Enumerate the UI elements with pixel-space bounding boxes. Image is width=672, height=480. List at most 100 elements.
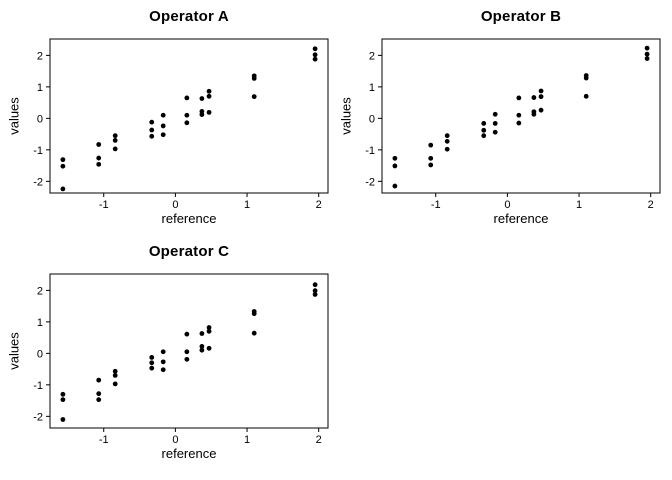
- panel-title: Operator B: [480, 8, 562, 25]
- panel-title: Operator A: [149, 8, 229, 25]
- x-axis-label: reference: [161, 211, 217, 226]
- y-tick-label: 1: [37, 82, 43, 94]
- x-tick-label: -1: [99, 199, 109, 211]
- data-point: [492, 129, 498, 135]
- data-point: [96, 397, 102, 403]
- data-point: [96, 142, 102, 147]
- x-axis-label: reference: [493, 211, 549, 226]
- x-tick-label: -1: [99, 434, 109, 446]
- data-point: [444, 138, 450, 144]
- data-point: [112, 368, 118, 374]
- y-tick-label: -2: [33, 176, 43, 188]
- data-point: [428, 162, 434, 168]
- data-point: [184, 331, 190, 337]
- x-tick-label: 0: [504, 199, 510, 211]
- x-tick-label: 1: [244, 199, 250, 211]
- y-tick-label: 0: [37, 113, 43, 125]
- data-point: [206, 325, 212, 330]
- data-point: [492, 121, 498, 126]
- data-point: [184, 95, 190, 101]
- data-point: [312, 46, 318, 52]
- data-point: [199, 112, 205, 117]
- y-tick-label: -1: [33, 380, 43, 392]
- y-tick-label: -1: [33, 145, 43, 157]
- data-point: [428, 155, 434, 161]
- data-point: [184, 112, 190, 118]
- data-point: [538, 94, 544, 100]
- x-axis-label: reference: [161, 446, 217, 461]
- y-tick-label: 2: [369, 50, 375, 62]
- plot-border: [49, 38, 329, 194]
- data-point: [112, 138, 118, 143]
- plot-border: [49, 273, 329, 429]
- data-point: [160, 359, 166, 365]
- data-point: [492, 111, 498, 117]
- x-tick-label: 0: [172, 434, 178, 446]
- y-tick-label: 0: [369, 113, 375, 125]
- data-point: [531, 111, 537, 117]
- x-tick-label: 2: [316, 434, 322, 446]
- data-point: [312, 56, 318, 62]
- x-tick-label: 1: [244, 434, 250, 446]
- y-tick-label: 2: [37, 285, 43, 297]
- data-point: [149, 365, 155, 371]
- data-point: [112, 146, 118, 152]
- data-point: [199, 344, 205, 349]
- y-tick-label: -2: [365, 176, 375, 188]
- data-point: [312, 282, 318, 288]
- data-point: [516, 120, 522, 126]
- data-point: [206, 88, 212, 94]
- data-point: [96, 391, 102, 397]
- data-point: [60, 163, 66, 169]
- data-point: [199, 96, 205, 101]
- data-point: [481, 133, 487, 139]
- y-tick-label: -1: [365, 145, 375, 157]
- data-point: [112, 133, 118, 139]
- data-point: [60, 417, 66, 422]
- data-point: [184, 356, 190, 362]
- data-point: [206, 328, 212, 334]
- data-point: [392, 183, 398, 189]
- data-point: [251, 330, 257, 336]
- data-point: [60, 186, 66, 192]
- data-point: [160, 367, 166, 373]
- data-point: [392, 155, 398, 161]
- y-tick-label: 2: [37, 50, 43, 62]
- data-point: [60, 391, 66, 397]
- panel-title: Operator C: [148, 243, 230, 260]
- x-tick-label: 0: [172, 199, 178, 211]
- data-point: [312, 52, 318, 58]
- panel-operator-b: Operator B values -1 0 1 2 -2 -1 0 1 2 reference: [332, 0, 668, 240]
- data-point: [149, 355, 155, 360]
- data-point: [112, 373, 118, 378]
- data-point: [444, 133, 450, 139]
- data-point: [206, 93, 212, 99]
- data-point: [583, 75, 589, 81]
- data-point: [251, 311, 257, 317]
- data-point: [312, 292, 318, 297]
- data-point: [149, 133, 155, 139]
- data-point: [428, 142, 434, 148]
- data-point: [481, 127, 487, 133]
- data-point: [516, 95, 522, 101]
- y-tick-label: 1: [37, 317, 43, 329]
- x-tick-label: 2: [648, 199, 654, 211]
- x-tick-label: 1: [576, 199, 582, 211]
- data-point: [206, 109, 212, 115]
- x-tick-label: 2: [316, 199, 322, 211]
- data-point: [199, 347, 205, 353]
- scatter-plot-operator-a: -1 0 1 2 -2 -1 0 1 2: [33, 38, 329, 211]
- data-point: [149, 360, 155, 366]
- data-point: [149, 119, 155, 125]
- y-tick-label: 1: [369, 82, 375, 94]
- data-point: [96, 161, 102, 167]
- data-point: [516, 112, 522, 118]
- data-point: [60, 157, 66, 163]
- data-point: [538, 107, 544, 113]
- data-point: [160, 123, 166, 129]
- data-point: [60, 397, 66, 403]
- data-point: [312, 288, 318, 294]
- data-point: [251, 94, 257, 100]
- data-point: [184, 349, 190, 355]
